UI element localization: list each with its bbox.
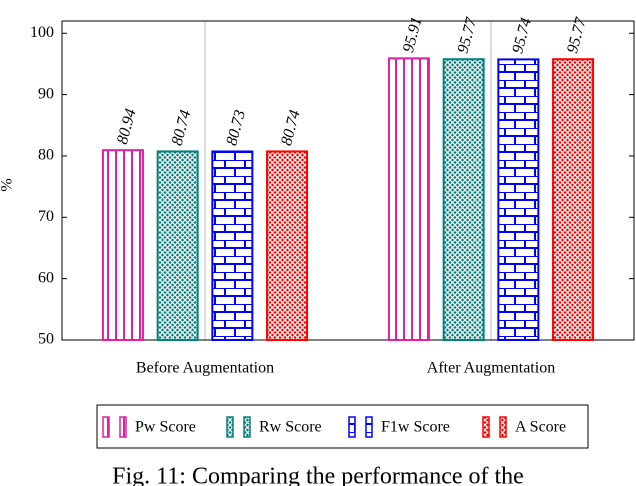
legend-label: Pw Score [135,419,196,436]
value-label: 80.94 [114,107,140,146]
bar [497,58,540,342]
y-tick-label: 70 [38,208,54,225]
value-label: 80.74 [278,108,304,147]
legend-label: Rw Score [259,419,322,436]
value-label: 80.73 [223,108,249,147]
bar [387,57,430,342]
legend-swatch [482,416,490,438]
y-tick-label: 50 [38,331,54,348]
legend-swatch [102,416,110,438]
bar [211,150,254,341]
y-axis-label: % [0,178,16,191]
value-label: 80.74 [169,108,195,147]
legend-label: A Score [515,419,566,436]
legend-box [96,404,589,449]
bar [101,149,144,341]
legend-swatch [348,416,356,438]
bar [552,58,595,341]
y-tick-label: 80 [38,147,54,164]
plot-frame [61,20,635,341]
legend-swatch [119,416,127,438]
x-tick-label: After Augmentation [427,360,555,377]
legend-swatch [365,416,373,438]
legend-swatch [243,416,251,438]
caption: Fig. 11: Comparing the performance of th… [112,464,524,486]
bar [156,150,199,341]
y-tick-label: 60 [38,269,54,286]
bar [442,58,485,341]
legend-swatch [226,416,234,438]
x-tick-label: Before Augmentation [136,360,274,377]
value-label: 95.74 [509,16,535,55]
legend-label: F1w Score [381,419,450,436]
legend-swatch [499,416,507,438]
y-tick-label: 100 [30,24,54,41]
y-tick-label: 90 [38,85,54,102]
bar [266,150,309,341]
